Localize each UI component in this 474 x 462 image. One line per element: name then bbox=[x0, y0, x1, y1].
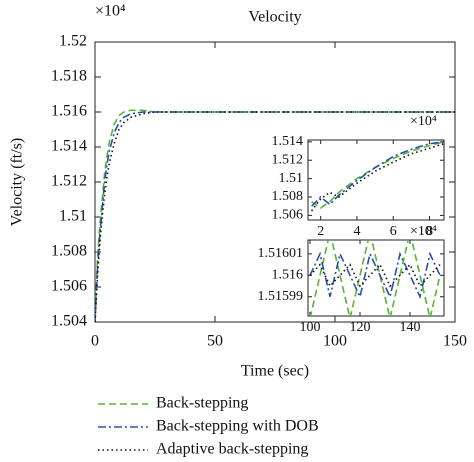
x-tick-label: 6 bbox=[390, 224, 397, 239]
x-axis-label: Time (sec) bbox=[241, 363, 309, 380]
y-tick-label: 1.506 bbox=[51, 278, 87, 295]
y-tick-label: 1.512 bbox=[51, 173, 87, 190]
y-tick-label: 1.506 bbox=[272, 208, 304, 223]
series-group bbox=[309, 240, 441, 316]
y-tick-label: 1.508 bbox=[272, 189, 304, 204]
y-tick-label: 1.52 bbox=[59, 33, 87, 50]
x-tick-label: 100 bbox=[300, 320, 321, 335]
x-tick-label: 4 bbox=[353, 224, 360, 239]
legend-label: Back-stepping with DOB bbox=[156, 418, 319, 435]
y-tick-label: 1.508 bbox=[51, 243, 87, 260]
y-tick-label: 1.51 bbox=[59, 208, 87, 225]
series-line bbox=[311, 141, 444, 210]
y-tick-label: 1.514 bbox=[272, 134, 304, 149]
y-tick-label: 1.51601 bbox=[258, 246, 304, 261]
y-tick-label: 1.516 bbox=[51, 103, 87, 120]
y-tick-label: 1.504 bbox=[51, 313, 87, 330]
axis-multiplier: ×10⁴ bbox=[410, 224, 437, 239]
plot-frame bbox=[307, 139, 445, 221]
series-line bbox=[310, 142, 444, 212]
axis-multiplier: ×10⁴ bbox=[410, 114, 437, 129]
series-group bbox=[310, 141, 444, 212]
y-tick-label: 1.51 bbox=[279, 171, 304, 186]
x-tick-label: 150 bbox=[443, 333, 467, 350]
y-tick-label: 1.51599 bbox=[258, 289, 304, 304]
series-line bbox=[95, 111, 455, 322]
series-line bbox=[309, 251, 441, 300]
y-tick-label: 1.514 bbox=[51, 138, 87, 155]
x-tick-label: 120 bbox=[350, 320, 371, 335]
legend-label: Adaptive back-stepping bbox=[156, 441, 308, 458]
x-tick-label: 140 bbox=[400, 320, 421, 335]
y-tick-label: 1.518 bbox=[51, 68, 87, 85]
plot-frame bbox=[307, 239, 445, 317]
x-tick-label: 50 bbox=[207, 333, 223, 350]
series-line bbox=[309, 240, 441, 316]
y-axis-label: Velocity (ft/s) bbox=[9, 138, 26, 226]
series-line bbox=[311, 141, 444, 207]
legend-label: Back-stepping bbox=[156, 395, 248, 412]
x-tick-label: 0 bbox=[91, 333, 99, 350]
chart-title: Velocity bbox=[248, 9, 301, 26]
y-tick-label: 1.512 bbox=[272, 152, 304, 167]
y-tick-label: 1.516 bbox=[272, 268, 304, 283]
x-tick-label: 2 bbox=[317, 224, 324, 239]
series-group bbox=[95, 109, 455, 322]
axis-multiplier: ×10⁴ bbox=[95, 3, 126, 20]
series-line bbox=[309, 263, 441, 288]
x-tick-label: 8 bbox=[426, 224, 433, 239]
x-tick-label: 100 bbox=[323, 333, 347, 350]
